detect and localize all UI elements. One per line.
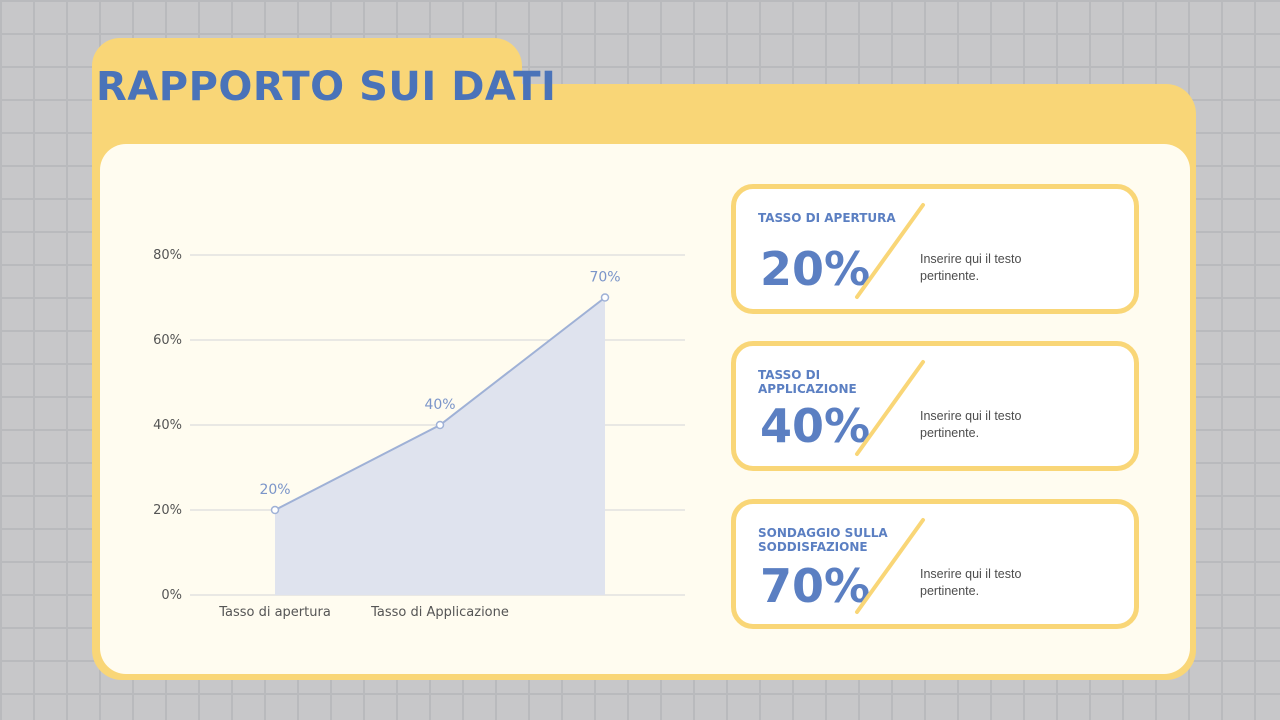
stat-card-apertura: TASSO DI APERTURA 20% Inserire qui il te…: [731, 184, 1139, 314]
slash-divider-icon: [855, 360, 925, 456]
y-tick-label: 20%: [153, 503, 182, 518]
data-point: [435, 420, 445, 430]
slash-divider-icon: [855, 203, 925, 299]
data-point: [600, 293, 610, 302]
stat-card-value: 40%: [760, 399, 871, 453]
stat-card-text: Inserire qui il testo pertinente.: [920, 409, 1022, 440]
stat-card-label: SONDAGGIO SULLA SODDISFAZIONE: [758, 526, 888, 554]
stat-card-applicazione: TASSO DI APPLICAZIONE 40% Inserire qui i…: [731, 341, 1139, 471]
stat-card-value: 70%: [760, 559, 871, 613]
area-fill: [275, 297, 605, 595]
data-point: [270, 505, 280, 515]
y-tick-label: 60%: [153, 333, 182, 348]
stat-card-label: TASSO DI APPLICAZIONE: [758, 368, 857, 396]
stat-card-label: TASSO DI APERTURA: [758, 211, 896, 225]
stat-card-text: Inserire qui il testo pertinente.: [920, 252, 1022, 283]
data-label: 40%: [424, 397, 455, 413]
stat-card-value: 20%: [760, 242, 871, 296]
y-tick-label: 40%: [153, 418, 182, 433]
data-label: 20%: [259, 482, 290, 498]
stat-card-text: Inserire qui il testo pertinente.: [920, 567, 1022, 598]
page-title: RAPPORTO SUI DATI: [96, 64, 557, 110]
stat-card-soddisfazione: SONDAGGIO SULLA SODDISFAZIONE 70% Inseri…: [731, 499, 1139, 629]
slash-divider-icon: [855, 518, 925, 614]
x-category-label: Tasso di Applicazione: [370, 605, 509, 620]
y-tick-label: 0%: [161, 588, 182, 603]
area-chart: 0% 20% 40% 60% 80% 20% 40% 70% Tasso di apertura…: [153, 248, 685, 620]
data-label: 70%: [589, 270, 620, 286]
y-tick-label: 80%: [153, 248, 182, 263]
x-category-label: Tasso di apertura: [218, 605, 331, 620]
